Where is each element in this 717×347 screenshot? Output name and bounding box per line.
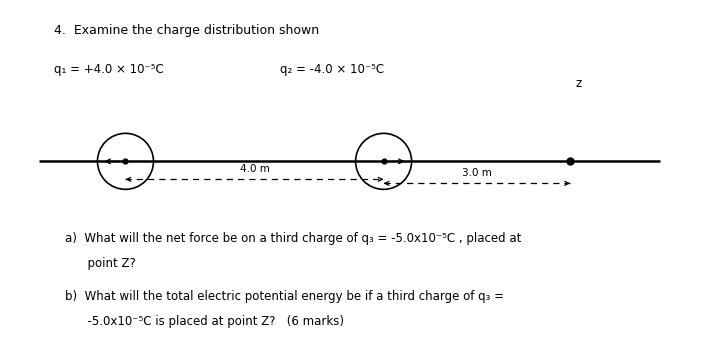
Text: 3.0 m: 3.0 m bbox=[462, 168, 492, 178]
Text: q₁ = +4.0 × 10⁻⁵C: q₁ = +4.0 × 10⁻⁵C bbox=[54, 63, 163, 76]
Text: 4.  Examine the charge distribution shown: 4. Examine the charge distribution shown bbox=[54, 24, 319, 37]
Text: point Z?: point Z? bbox=[65, 257, 136, 270]
Text: q₂ = -4.0 × 10⁻⁵C: q₂ = -4.0 × 10⁻⁵C bbox=[280, 63, 384, 76]
Text: a)  What will the net force be on a third charge of q₃ = -5.0x10⁻⁵C , placed at: a) What will the net force be on a third… bbox=[65, 232, 521, 245]
Text: z: z bbox=[575, 77, 581, 90]
Text: -5.0x10⁻⁵C is placed at point Z?   (6 marks): -5.0x10⁻⁵C is placed at point Z? (6 mark… bbox=[65, 315, 343, 328]
Text: b)  What will the total electric potential energy be if a third charge of q₃ =: b) What will the total electric potentia… bbox=[65, 290, 503, 303]
Text: 4.0 m: 4.0 m bbox=[239, 164, 270, 174]
